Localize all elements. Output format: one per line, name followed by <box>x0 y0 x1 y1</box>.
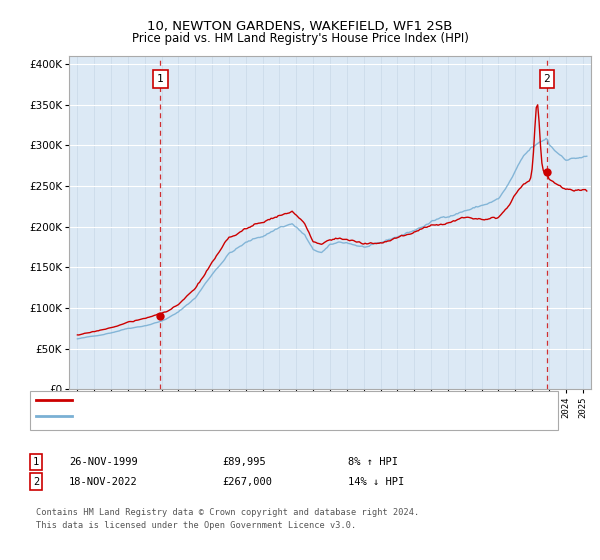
Text: 14% ↓ HPI: 14% ↓ HPI <box>348 477 404 487</box>
Text: 8% ↑ HPI: 8% ↑ HPI <box>348 457 398 467</box>
Text: 1: 1 <box>157 74 164 85</box>
Text: 2: 2 <box>33 477 39 487</box>
Text: £89,995: £89,995 <box>222 457 266 467</box>
Text: £267,000: £267,000 <box>222 477 272 487</box>
Text: Contains HM Land Registry data © Crown copyright and database right 2024.
This d: Contains HM Land Registry data © Crown c… <box>36 508 419 530</box>
Text: 18-NOV-2022: 18-NOV-2022 <box>69 477 138 487</box>
Text: 1: 1 <box>33 457 39 467</box>
Text: 26-NOV-1999: 26-NOV-1999 <box>69 457 138 467</box>
Text: 2: 2 <box>544 74 550 85</box>
Text: 10, NEWTON GARDENS, WAKEFIELD, WF1 2SB (detached house): 10, NEWTON GARDENS, WAKEFIELD, WF1 2SB (… <box>81 395 404 405</box>
Text: HPI: Average price, detached house, Wakefield: HPI: Average price, detached house, Wake… <box>81 410 346 421</box>
Text: 10, NEWTON GARDENS, WAKEFIELD, WF1 2SB: 10, NEWTON GARDENS, WAKEFIELD, WF1 2SB <box>148 20 452 32</box>
Text: Price paid vs. HM Land Registry's House Price Index (HPI): Price paid vs. HM Land Registry's House … <box>131 32 469 45</box>
